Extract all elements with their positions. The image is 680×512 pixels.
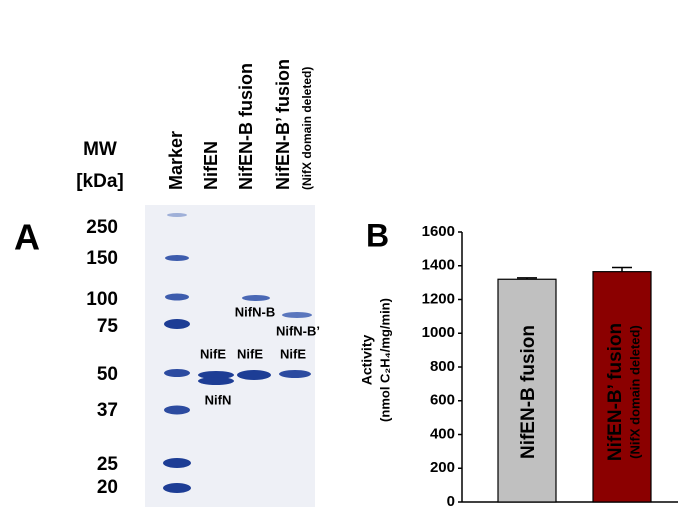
band xyxy=(237,370,271,380)
mw-label: 25 xyxy=(97,454,119,475)
bar-label: NifEN-B’ fusion xyxy=(605,323,626,461)
mw-label: 150 xyxy=(86,248,118,269)
mw-label: 75 xyxy=(97,316,119,337)
band xyxy=(165,293,189,301)
band-label: NifE xyxy=(237,346,263,361)
y-tick-label: 200 xyxy=(430,459,455,476)
y-tick-label: 600 xyxy=(430,392,455,409)
y-tick-label: 800 xyxy=(430,358,455,375)
mw-label: 50 xyxy=(97,364,118,385)
mw-label: 100 xyxy=(86,289,118,310)
panel-label: B xyxy=(366,217,389,253)
mw-label: 37 xyxy=(97,400,118,421)
panel-label: A xyxy=(14,217,40,258)
bar-note: (NifX domain deleted) xyxy=(627,325,642,459)
bar-label: NifEN-B fusion xyxy=(518,325,539,459)
band xyxy=(279,370,311,378)
y-axis-label: Activity xyxy=(359,335,375,386)
mw-title: MW xyxy=(83,139,117,160)
band xyxy=(198,377,234,385)
lane-label: Marker xyxy=(166,131,186,190)
band-label: NifN xyxy=(205,392,232,407)
y-tick-label: 1200 xyxy=(422,290,455,307)
band xyxy=(164,319,190,329)
y-axis-unit: (nmol C₂H₄/mg/min) xyxy=(377,298,392,422)
band xyxy=(282,312,312,318)
bar xyxy=(592,271,652,503)
band xyxy=(242,295,270,301)
gel-bands xyxy=(163,213,312,493)
band xyxy=(167,213,187,217)
band xyxy=(165,255,189,261)
bar xyxy=(497,278,557,503)
mw-label: 250 xyxy=(86,217,118,238)
lane-label: NifEN xyxy=(201,141,221,190)
y-tick-label: 1000 xyxy=(422,324,455,341)
y-tick-label: 1400 xyxy=(422,257,455,274)
y-tick-label: 1600 xyxy=(422,223,455,240)
y-tick-label: 0 xyxy=(447,493,455,510)
lane-label: NifEN-B’ fusion xyxy=(273,59,293,190)
lane-note: (NifX domain deleted) xyxy=(300,67,314,190)
band xyxy=(163,483,191,493)
band xyxy=(198,371,234,379)
band-label: NifE xyxy=(280,346,306,361)
band-label: NifN-B’ xyxy=(276,323,320,338)
band-label: NifE xyxy=(200,346,226,361)
mw-label: 20 xyxy=(97,477,118,498)
y-tick-label: 400 xyxy=(430,425,455,442)
band xyxy=(164,405,190,415)
band xyxy=(163,458,191,468)
band xyxy=(164,369,190,377)
band-label: NifN-B xyxy=(235,304,275,319)
lane-label: NifEN-B fusion xyxy=(236,63,256,190)
mw-unit: [kDa] xyxy=(76,171,124,192)
